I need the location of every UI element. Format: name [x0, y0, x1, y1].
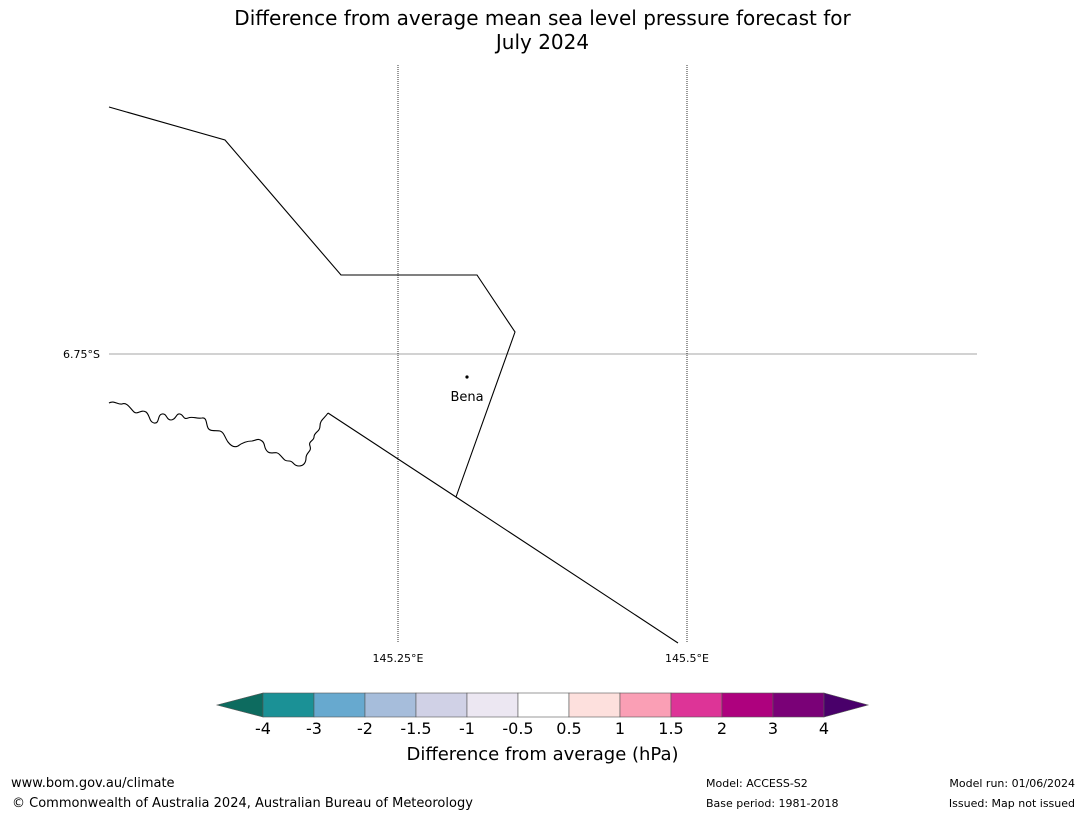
colorbar-tick-label: 3: [767, 719, 779, 738]
colorbar-segment: [364, 692, 417, 718]
colorbar-tick-labels: -4 -3 -2 -1.5 -1 -0.5 0.5 1 1.5 2 3 4: [0, 719, 1085, 741]
river-boundary: [108, 401, 329, 467]
map-title-line-2: July 2024: [495, 30, 590, 54]
colorbar: [215, 692, 870, 718]
colorbar-tick-label: -3: [306, 719, 322, 738]
province-boundary-south: [327, 412, 679, 644]
latitude-label: 6.75°S: [63, 348, 100, 361]
colorbar-title: Difference from average (hPa): [406, 744, 679, 765]
colorbar-segment: [262, 692, 315, 718]
colorbar-segment: [772, 692, 825, 718]
issued-status: Issued: Map not issued: [948, 797, 1075, 810]
map-title: Difference from average mean sea level p…: [0, 6, 1085, 54]
colorbar-segments: [262, 692, 825, 718]
colorbar-segment: [721, 692, 774, 718]
colorbar-tick-label: 4: [818, 719, 830, 738]
colorbar-segment: [313, 692, 366, 718]
colorbar-tick-label: -0.5: [502, 719, 534, 738]
copyright-text: © Commonwealth of Australia 2024, Austra…: [12, 796, 473, 811]
place-marker-bena[interactable]: [465, 375, 469, 379]
colorbar-tick-label: 0.5: [556, 719, 582, 738]
colorbar-tick-label: -2: [357, 719, 373, 738]
base-period: Base period: 1981-2018: [706, 797, 839, 810]
colorbar-segment: [517, 692, 570, 718]
colorbar-segment: [466, 692, 519, 718]
colorbar-tick-label: -1: [459, 719, 475, 738]
colorbar-tick-label: -4: [255, 719, 271, 738]
model-name: Model: ACCESS-S2: [706, 777, 808, 790]
colorbar-tick-label: -1.5: [400, 719, 432, 738]
colorbar-high-extension: [823, 692, 870, 718]
map-title-line-1: Difference from average mean sea level p…: [234, 6, 851, 30]
model-run: Model run: 01/06/2024: [949, 777, 1075, 790]
province-boundary-north: [108, 106, 516, 498]
colorbar-segment: [670, 692, 723, 718]
colorbar-tick-label: 2: [716, 719, 728, 738]
colorbar-segment: [619, 692, 672, 718]
colorbar-segment: [415, 692, 468, 718]
website-link[interactable]: www.bom.gov.au/climate: [11, 776, 175, 791]
longitude-label-145-5: 145.5°E: [665, 652, 709, 665]
colorbar-segment: [568, 692, 621, 718]
longitude-label-145-25: 145.25°E: [373, 652, 424, 665]
colorbar-tick-label: 1: [614, 719, 626, 738]
place-label-bena: Bena: [450, 390, 483, 405]
colorbar-tick-label: 1.5: [658, 719, 684, 738]
colorbar-low-extension: [215, 692, 264, 718]
